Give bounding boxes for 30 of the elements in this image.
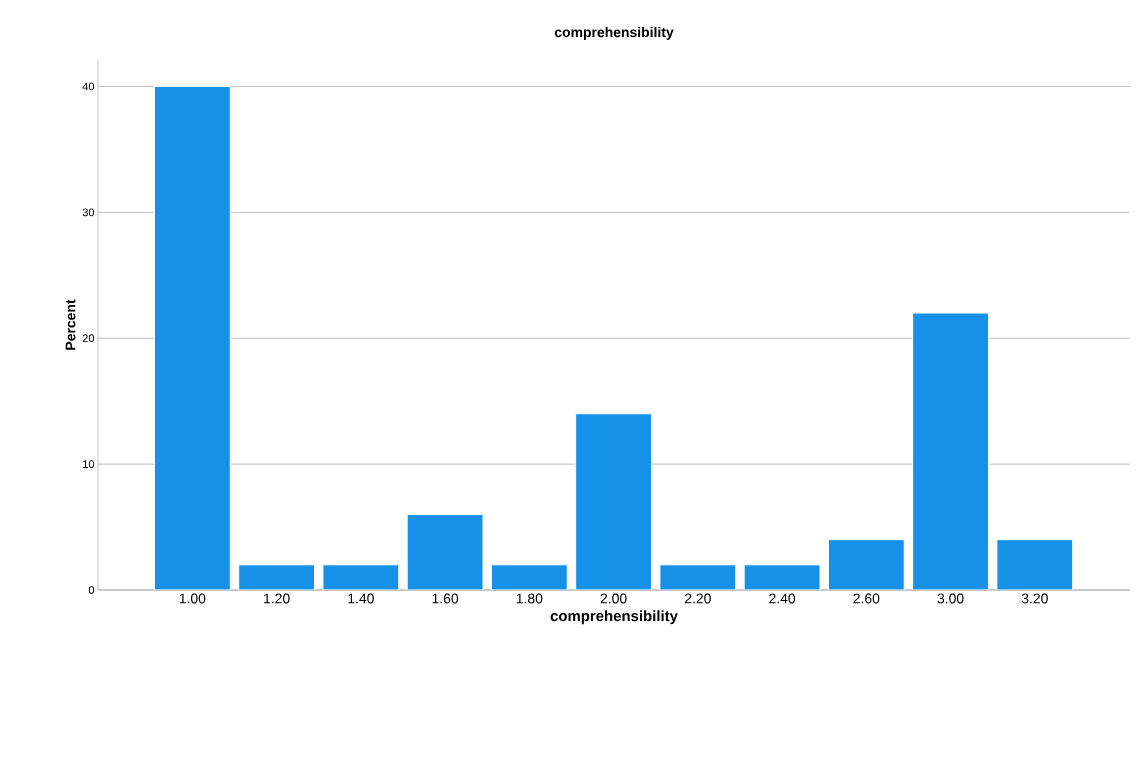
x-tick-label: 1.40 — [348, 593, 374, 604]
y-tick-label: 10 — [83, 460, 95, 468]
y-axis-title: Percent — [65, 299, 76, 350]
y-tick-label: 20 — [82, 334, 95, 343]
bar — [827, 539, 905, 590]
bar — [996, 539, 1074, 590]
bar — [406, 513, 484, 590]
x-tick-label: 3.20 — [1021, 593, 1048, 604]
bar — [659, 564, 737, 590]
bar — [912, 312, 989, 590]
y-tick-label: 40 — [82, 82, 95, 91]
x-tick-label: 1.80 — [516, 593, 543, 604]
chart-title: comprehensibility — [554, 26, 674, 40]
x-tick-label: 3.00 — [937, 593, 964, 604]
x-tick-label: 1.20 — [264, 593, 290, 604]
bar — [490, 564, 568, 590]
y-tick-label: 0 — [88, 586, 95, 594]
x-tick-label: 2.40 — [769, 593, 796, 604]
x-tick-label: 2.60 — [853, 593, 880, 604]
x-tick-label: 2.00 — [600, 593, 627, 604]
bar — [238, 564, 316, 590]
y-tick-label: 30 — [82, 208, 95, 217]
x-tick-label: 2.20 — [684, 593, 711, 604]
bar — [743, 564, 821, 590]
x-tick-label: 1.00 — [179, 593, 206, 604]
bar — [322, 564, 400, 590]
x-axis-title: comprehensibility — [550, 610, 678, 625]
bar — [153, 85, 231, 590]
x-tick-label: 1.60 — [432, 593, 459, 604]
bar — [575, 413, 652, 590]
